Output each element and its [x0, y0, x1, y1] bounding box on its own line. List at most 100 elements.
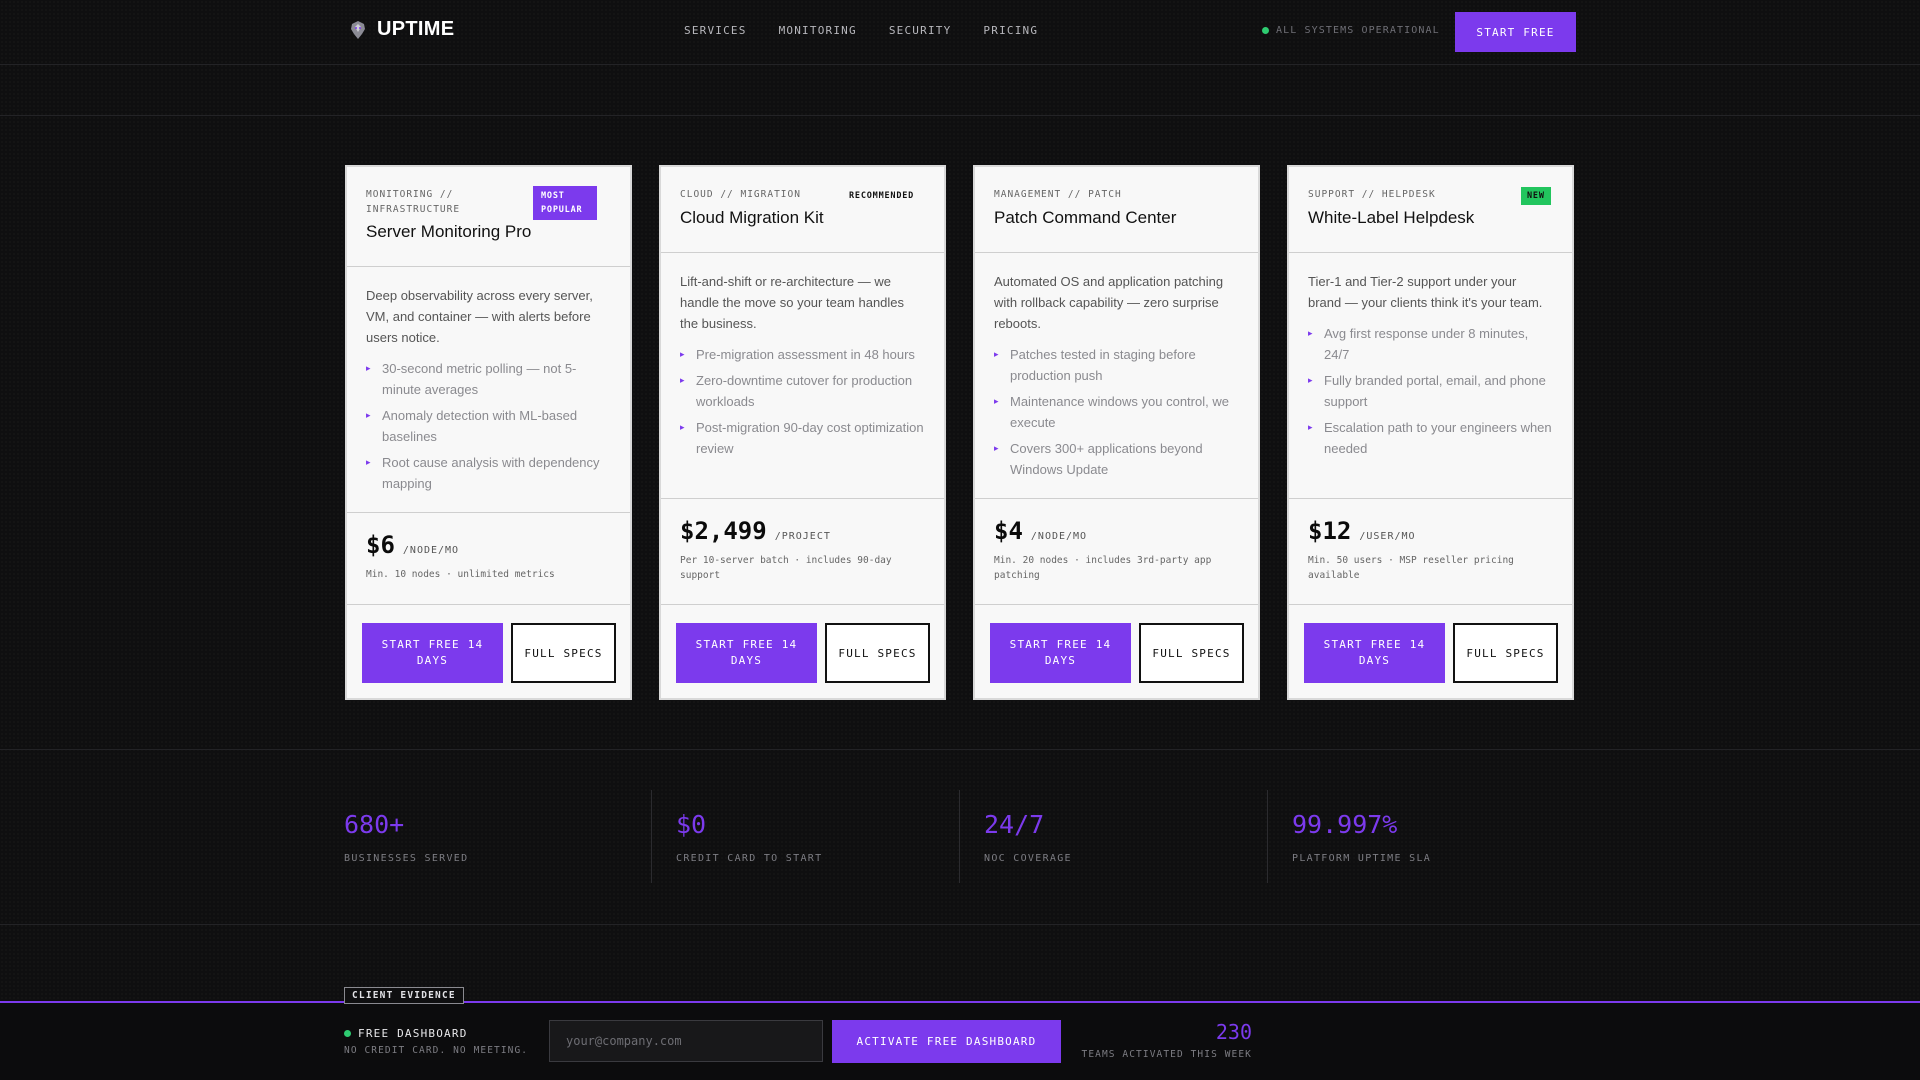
free-dashboard-subtitle: NO CREDIT CARD. NO MEETING. [344, 1045, 529, 1056]
feature-item: Zero-downtime cutover for production wor… [680, 370, 925, 412]
full-specs-button[interactable]: FULL SPECS [1139, 623, 1244, 683]
feature-list: Pre-migration assessment in 48 hours Zer… [680, 344, 925, 459]
nav-link-monitoring[interactable]: MONITORING [778, 24, 857, 37]
card-description: Automated OS and application patching wi… [994, 274, 1224, 331]
stat-label: NOC COVERAGE [984, 853, 1072, 864]
feature-item: Root cause analysis with dependency mapp… [366, 452, 611, 494]
nav-link-services[interactable]: SERVICES [684, 24, 747, 37]
recommended-badge: RECOMMENDED [849, 191, 915, 201]
card-title: Cloud Migration Kit [680, 208, 824, 227]
feature-item: Fully branded portal, email, and phone s… [1308, 370, 1553, 412]
start-free-button[interactable]: START FREE [1455, 12, 1576, 52]
card-category: SUPPORT // HELPDESK [1308, 189, 1436, 200]
teams-activated-label: TEAMS ACTIVATED THIS WEEK [1081, 1049, 1252, 1060]
feature-item: Escalation path to your engineers when n… [1308, 417, 1553, 459]
feature-item: Maintenance windows you control, we exec… [994, 391, 1239, 433]
activate-dashboard-button[interactable]: ACTIVATE FREE DASHBOARD [832, 1020, 1061, 1063]
price: $6 /NODE/MO [366, 531, 611, 559]
feature-item: Patches tested in staging before product… [994, 344, 1239, 386]
card-body: Tier-1 and Tier-2 support under your bra… [1289, 253, 1572, 499]
card-category: MONITORING // INFRASTRUCTURE [366, 189, 461, 215]
most-popular-badge: MOST POPULAR [533, 186, 597, 220]
feature-item: Post-migration 90-day cost optimization … [680, 417, 925, 459]
section-tag: CLIENT EVIDENCE [344, 987, 464, 1004]
feature-item: Covers 300+ applications beyond Windows … [994, 438, 1239, 480]
stat-value: 24/7 [984, 810, 1045, 839]
price-block: $6 /NODE/MO Min. 10 nodes · unlimited me… [347, 513, 630, 605]
start-free-trial-button[interactable]: START FREE 14 DAYS [676, 623, 817, 683]
feature-item: Pre-migration assessment in 48 hours [680, 344, 925, 365]
card-description: Deep observability across every server, … [366, 288, 593, 345]
nav-link-pricing[interactable]: PRICING [983, 24, 1039, 37]
price: $2,499 /PROJECT [680, 517, 925, 545]
price-note: Min. 10 nodes · unlimited metrics [366, 569, 555, 580]
stat-value: 99.997% [1292, 810, 1398, 839]
stat-label: CREDIT CARD TO START [676, 853, 823, 864]
free-dashboard-title: FREE DASHBOARD [344, 1027, 468, 1040]
card-actions: START FREE 14 DAYS FULL SPECS [1304, 623, 1558, 683]
stat-divider [651, 790, 652, 883]
status-text: ALL SYSTEMS OPERATIONAL [1276, 25, 1440, 36]
price-unit: /USER/MO [1359, 531, 1416, 542]
card-description: Lift-and-shift or re-architecture — we h… [680, 274, 905, 331]
system-status: ALL SYSTEMS OPERATIONAL [1262, 25, 1440, 36]
stat-label: PLATFORM UPTIME SLA [1292, 853, 1432, 864]
price-amount: $6 [366, 531, 395, 559]
brand-name: UPTIME [377, 18, 455, 40]
brand-logo[interactable]: UPTIME [349, 18, 454, 41]
card-header: MANAGEMENT // PATCH Patch Command Center [975, 167, 1258, 253]
nav-link-security[interactable]: SECURITY [888, 24, 952, 37]
card-actions: START FREE 14 DAYS FULL SPECS [676, 623, 930, 683]
teams-activated-count: 230 [1215, 1020, 1252, 1044]
stat-divider [959, 790, 960, 883]
start-free-trial-button[interactable]: START FREE 14 DAYS [1304, 623, 1445, 683]
stat-value: 680+ [344, 810, 405, 839]
stat-noc-coverage: 24/7 NOC COVERAGE [984, 810, 1072, 864]
feature-item: 30-second metric polling — not 5-minute … [366, 358, 611, 400]
top-nav: UPTIME SERVICES MONITORING SECURITY PRIC… [0, 0, 1920, 65]
live-dot-icon [344, 1030, 351, 1037]
divider [0, 115, 1920, 116]
price-unit: /PROJECT [774, 531, 831, 542]
divider [0, 924, 1920, 925]
stat-label: BUSINESSES SERVED [344, 853, 469, 864]
price-block: $12 /USER/MO Min. 50 users · MSP reselle… [1289, 499, 1572, 605]
price-block: $4 /NODE/MO Min. 20 nodes · includes 3rd… [975, 499, 1258, 605]
price: $12 /USER/MO [1308, 517, 1553, 545]
card-category: MANAGEMENT // PATCH [994, 189, 1122, 200]
start-free-trial-button[interactable]: START FREE 14 DAYS [990, 623, 1131, 683]
stat-uptime-sla: 99.997% PLATFORM UPTIME SLA [1292, 810, 1431, 864]
full-specs-button[interactable]: FULL SPECS [825, 623, 930, 683]
card-body: Automated OS and application patching wi… [975, 253, 1258, 499]
price-note: Min. 20 nodes · includes 3rd-party app p… [994, 555, 1212, 581]
new-badge: NEW [1521, 187, 1551, 205]
feature-list: Patches tested in staging before product… [994, 344, 1239, 480]
card-description: Tier-1 and Tier-2 support under your bra… [1308, 274, 1543, 310]
card-actions: START FREE 14 DAYS FULL SPECS [362, 623, 616, 683]
stat-divider [1267, 790, 1268, 883]
start-free-trial-button[interactable]: START FREE 14 DAYS [362, 623, 503, 683]
feature-list: Avg first response under 8 minutes, 24/7… [1308, 323, 1553, 459]
pricing-card-cloud-migration: CLOUD // MIGRATION Cloud Migration Kit R… [659, 165, 946, 700]
card-category: CLOUD // MIGRATION [680, 189, 801, 200]
full-specs-button[interactable]: FULL SPECS [1453, 623, 1558, 683]
raven-icon [351, 20, 365, 39]
full-specs-button[interactable]: FULL SPECS [511, 623, 616, 683]
feature-list: 30-second metric polling — not 5-minute … [366, 358, 611, 494]
divider [0, 749, 1920, 750]
card-body: Deep observability across every server, … [347, 267, 630, 513]
card-header: MONITORING // INFRASTRUCTURE Server Moni… [347, 167, 630, 267]
price: $4 /NODE/MO [994, 517, 1239, 545]
pricing-card-patch-command: MANAGEMENT // PATCH Patch Command Center… [973, 165, 1260, 700]
price-block: $2,499 /PROJECT Per 10-server batch · in… [661, 499, 944, 605]
stat-businesses-served: 680+ BUSINESSES SERVED [344, 810, 468, 864]
email-input[interactable] [549, 1020, 823, 1062]
price-unit: /NODE/MO [1030, 531, 1088, 542]
pricing-card-white-label-helpdesk: SUPPORT // HELPDESK White-Label Helpdesk… [1287, 165, 1574, 700]
feature-item: Anomaly detection with ML-based baseline… [366, 405, 611, 447]
card-title: Server Monitoring Pro [366, 222, 532, 241]
card-title: Patch Command Center [994, 208, 1177, 227]
stat-value: $0 [676, 810, 707, 839]
status-dot-icon [1262, 27, 1269, 34]
free-dashboard-label: FREE DASHBOARD [358, 1027, 468, 1040]
